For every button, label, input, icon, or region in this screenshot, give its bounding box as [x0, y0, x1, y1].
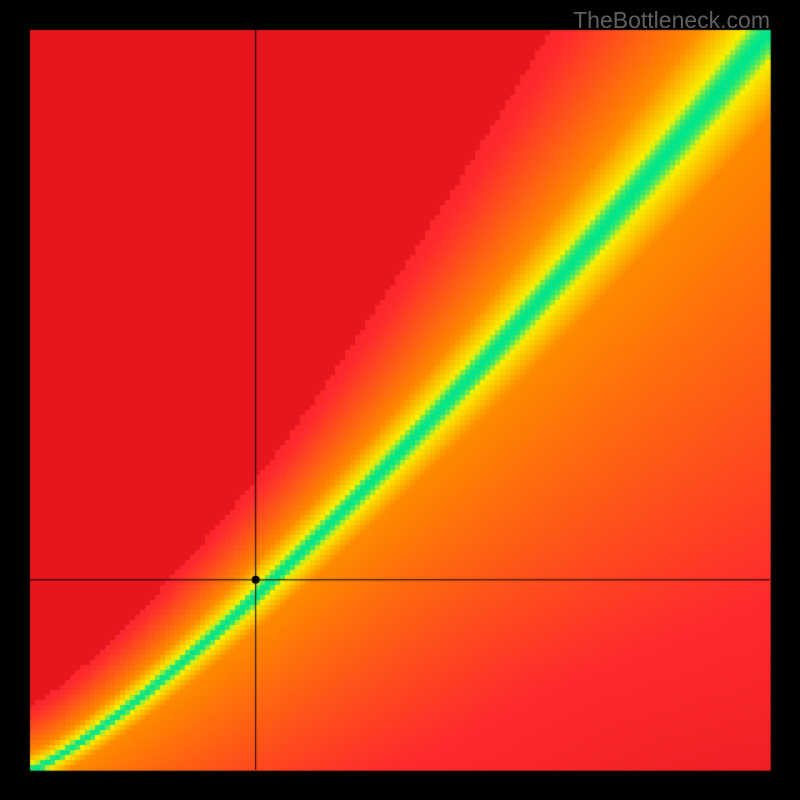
watermark-text: TheBottleneck.com	[573, 7, 770, 34]
chart-container: TheBottleneck.com	[0, 0, 800, 800]
heatmap-canvas	[0, 0, 800, 800]
